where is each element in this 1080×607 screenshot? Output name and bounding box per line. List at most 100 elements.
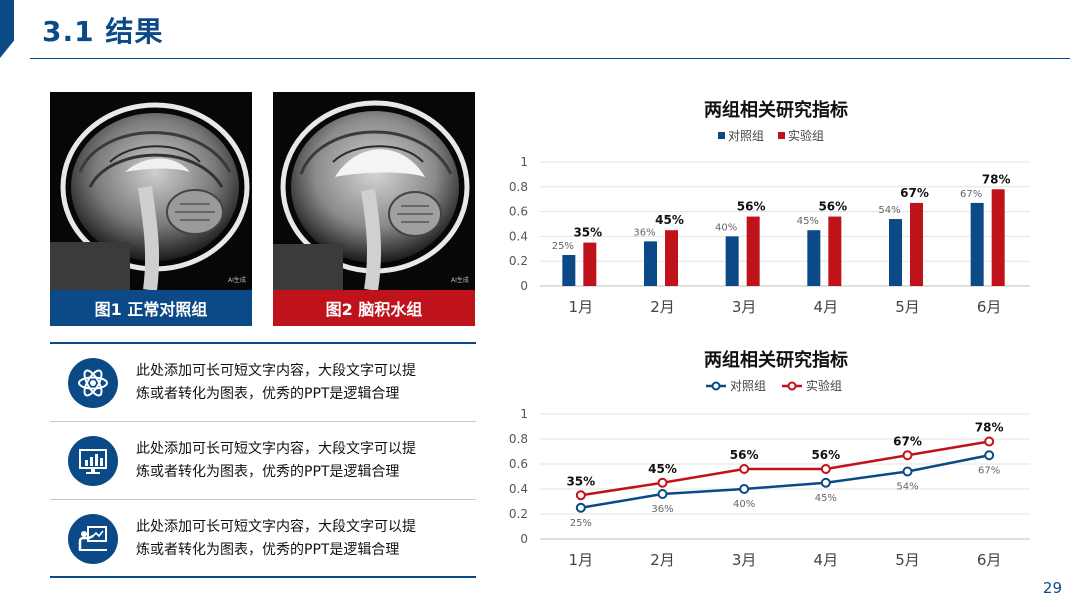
- data-label: 45%: [815, 493, 837, 504]
- data-label: 56%: [737, 200, 766, 214]
- feature-text: 此处添加可长可短文字内容，大段文字可以提 炼或者转化为图表，优秀的PPT是逻辑合…: [136, 441, 416, 480]
- page-number: 29: [1042, 579, 1062, 597]
- y-tick-label: 1: [520, 407, 528, 421]
- divider: [50, 421, 476, 422]
- y-tick-label: 0.2: [509, 507, 528, 521]
- divider: [50, 499, 476, 500]
- x-tick-label: 2月: [650, 298, 675, 316]
- legend-label: 对照组: [730, 379, 766, 393]
- bar: [828, 216, 842, 286]
- legend-swatch: [718, 132, 725, 139]
- data-label: 54%: [896, 482, 918, 493]
- y-tick-label: 0.8: [509, 180, 528, 194]
- corner-accent: [0, 0, 14, 58]
- bar: [665, 230, 678, 286]
- data-point: [575, 502, 586, 513]
- presenter-icon: [68, 514, 118, 564]
- data-label: 25%: [552, 241, 574, 252]
- y-tick-label: 0.4: [509, 482, 528, 496]
- data-point: [657, 477, 668, 488]
- data-label: 67%: [960, 189, 982, 200]
- data-label: 35%: [573, 226, 602, 240]
- x-tick-label: 4月: [814, 551, 839, 569]
- bar: [807, 230, 821, 286]
- bar: [644, 241, 657, 286]
- data-point: [820, 464, 831, 474]
- x-tick-label: 5月: [895, 551, 920, 569]
- legend-label: 实验组: [806, 378, 842, 393]
- data-label: 40%: [733, 499, 755, 510]
- data-point: [739, 464, 750, 474]
- watermark: AI生成: [451, 276, 469, 284]
- data-label: 67%: [900, 186, 929, 200]
- bar: [583, 242, 597, 286]
- list-top-divider: [50, 342, 476, 344]
- data-label: 45%: [797, 216, 819, 227]
- feature-text: 此处添加可长可短文字内容，大段文字可以提 炼或者转化为图表，优秀的PPT是逻辑合…: [136, 519, 416, 558]
- legend-label: 对照组: [728, 129, 764, 143]
- series-line: [580, 440, 990, 497]
- monitor-chart-icon: [68, 436, 118, 486]
- y-tick-label: 0: [520, 279, 528, 293]
- x-tick-label: 3月: [732, 551, 757, 569]
- data-point: [820, 477, 831, 488]
- x-tick-label: 5月: [895, 298, 920, 316]
- figure-1-caption: 图1 正常对照组: [50, 290, 252, 326]
- data-label: 56%: [730, 448, 759, 462]
- divider: [50, 576, 476, 578]
- legend-swatch: [778, 132, 785, 139]
- y-tick-label: 0.4: [509, 229, 528, 243]
- title-divider: [30, 58, 1070, 59]
- feature-item: 此处添加可长可短文字内容，大段文字可以提 炼或者转化为图表，优秀的PPT是逻辑合…: [50, 422, 476, 500]
- data-point: [984, 436, 995, 447]
- bar: [725, 236, 739, 286]
- y-tick-label: 0.8: [509, 432, 528, 446]
- data-label: 78%: [975, 421, 1004, 435]
- data-point: [575, 490, 586, 501]
- data-label: 67%: [978, 465, 1000, 476]
- x-tick-label: 4月: [814, 298, 839, 316]
- data-point: [902, 466, 913, 477]
- x-tick-label: 1月: [569, 551, 594, 569]
- series-line: [580, 454, 990, 509]
- page-title: 3.1 结果: [42, 15, 164, 48]
- x-tick-label: 6月: [977, 551, 1002, 569]
- y-tick-label: 0.2: [509, 254, 528, 268]
- data-label: 25%: [570, 518, 592, 529]
- feature-item: 此处添加可长可短文字内容，大段文字可以提 炼或者转化为图表，优秀的PPT是逻辑合…: [50, 344, 476, 422]
- x-tick-label: 1月: [569, 298, 594, 316]
- data-label: 36%: [633, 227, 655, 238]
- data-label: 35%: [566, 474, 595, 488]
- data-label: 40%: [715, 222, 737, 233]
- data-label: 45%: [648, 462, 677, 476]
- legend-label: 实验组: [788, 128, 824, 143]
- chart-title: 两组相关研究指标: [704, 99, 848, 121]
- data-label: 56%: [811, 448, 840, 462]
- bar: [889, 219, 902, 286]
- y-tick-label: 0.6: [509, 205, 528, 219]
- bar: [562, 255, 576, 286]
- bar: [910, 202, 923, 286]
- legend-marker: [711, 381, 721, 391]
- bar: [970, 202, 984, 286]
- legend-marker: [787, 381, 797, 391]
- data-point: [739, 484, 750, 494]
- watermark: AI生成: [228, 276, 246, 284]
- feature-item: 此处添加可长可短文字内容，大段文字可以提 炼或者转化为图表，优秀的PPT是逻辑合…: [50, 500, 476, 578]
- data-label: 67%: [893, 434, 922, 448]
- data-label: 54%: [878, 205, 900, 216]
- data-label: 45%: [655, 213, 684, 227]
- y-tick-label: 0: [520, 532, 528, 546]
- x-tick-label: 2月: [650, 551, 675, 569]
- mri-image-normal: AI生成: [50, 92, 252, 290]
- x-tick-label: 3月: [732, 298, 757, 316]
- mri-image-hydrocephalus: AI生成: [273, 92, 475, 290]
- bar: [991, 189, 1005, 286]
- chart-title: 两组相关研究指标: [704, 349, 848, 371]
- feature-text: 此处添加可长可短文字内容，大段文字可以提 炼或者转化为图表，优秀的PPT是逻辑合…: [136, 363, 416, 402]
- y-tick-label: 1: [520, 155, 528, 169]
- figure-2-caption: 图2 脑积水组: [273, 290, 475, 326]
- data-point: [984, 450, 995, 461]
